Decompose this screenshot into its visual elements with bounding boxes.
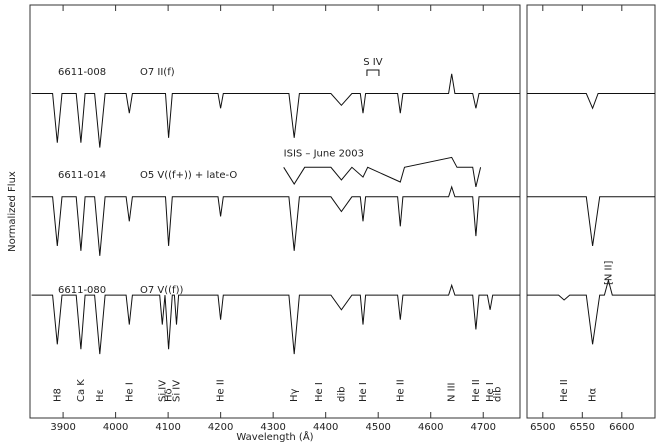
- series-name: ISIS – June 2003: [284, 148, 364, 159]
- line-label: Hα: [588, 387, 599, 402]
- x-tick-label: 4400: [313, 422, 338, 433]
- x-tick-label: 4700: [471, 422, 496, 433]
- x-axis-label: Wavelength (Å): [236, 430, 313, 442]
- line-label: Ca K: [76, 379, 87, 402]
- bracket: [366, 69, 380, 76]
- line-label: dib: [492, 387, 503, 402]
- spectrum: [527, 93, 655, 110]
- line-label: Si IV: [172, 380, 183, 402]
- spectrum: [527, 278, 655, 345]
- x-tick-label: 6550: [570, 422, 595, 433]
- spectrum: [527, 196, 655, 246]
- line-label: Hγ: [289, 388, 300, 402]
- x-tick-label: 4600: [418, 422, 443, 433]
- annotation: S IV: [363, 57, 382, 68]
- line-label: He II: [559, 379, 570, 402]
- x-tick-label: 4200: [208, 422, 233, 433]
- spectrum: [31, 73, 520, 148]
- line-label: He I: [314, 382, 325, 402]
- line-label: H8: [52, 388, 63, 402]
- line-label: He II: [471, 379, 482, 402]
- annotation: [N II]: [603, 261, 614, 285]
- spectrum: [31, 283, 520, 355]
- line-label: He I: [358, 382, 369, 402]
- x-tick-label: 4300: [260, 422, 285, 433]
- series-name: 6611-080: [58, 285, 106, 296]
- spectral-type: O5 V((f+)) + late-O: [140, 170, 237, 181]
- line-label: N III: [447, 382, 458, 402]
- line-label: He I: [124, 382, 135, 402]
- x-tick-label: 4100: [155, 422, 180, 433]
- line-label: Hε: [95, 389, 106, 402]
- panel-frame: [29, 4, 521, 419]
- line-label: He II: [216, 379, 227, 402]
- x-tick-label: 6500: [530, 422, 555, 433]
- x-tick-label: 4000: [103, 422, 128, 433]
- spectral-type: O7 II(f): [140, 67, 175, 78]
- line-label: Si IV: [157, 380, 168, 402]
- line-label: He II: [395, 379, 406, 402]
- line-label: dib: [336, 387, 347, 402]
- line-label: He I: [485, 382, 496, 402]
- spectrum: [31, 185, 520, 256]
- spectrum: [283, 156, 482, 188]
- series-name: 6611-014: [58, 170, 106, 181]
- x-tick-label: 6600: [609, 422, 634, 433]
- y-axis-label: Normalized Flux: [7, 171, 18, 252]
- line-label: Hδ: [164, 388, 175, 402]
- spectral-type: O7 V((f)): [140, 285, 183, 296]
- series-name: 6611-008: [58, 67, 106, 78]
- x-tick-label: 4500: [365, 422, 390, 433]
- panel-frame: [526, 4, 656, 419]
- x-tick-label: 3900: [50, 422, 75, 433]
